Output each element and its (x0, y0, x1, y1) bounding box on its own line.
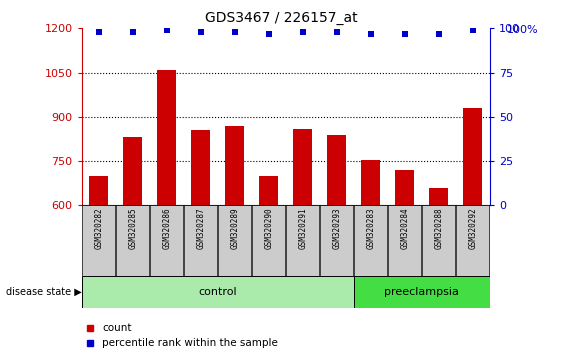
FancyBboxPatch shape (388, 205, 421, 276)
Text: GSM320292: GSM320292 (468, 207, 477, 249)
Text: GSM320291: GSM320291 (298, 207, 307, 249)
Bar (395, 170, 414, 205)
Bar (260, 176, 278, 205)
Bar (157, 70, 176, 205)
Point (162, 27, 171, 33)
FancyBboxPatch shape (355, 205, 387, 276)
Text: disease state ▶: disease state ▶ (6, 287, 82, 297)
Point (298, 29, 307, 35)
Text: count: count (102, 322, 132, 332)
FancyBboxPatch shape (184, 205, 217, 276)
FancyBboxPatch shape (320, 205, 353, 276)
Bar (361, 160, 380, 205)
Point (367, 31, 376, 36)
FancyBboxPatch shape (422, 205, 455, 276)
Point (400, 31, 409, 36)
FancyBboxPatch shape (117, 205, 149, 276)
FancyBboxPatch shape (82, 276, 354, 308)
Bar (90, 176, 108, 205)
FancyBboxPatch shape (82, 205, 115, 276)
Point (128, 29, 137, 35)
Text: GSM320283: GSM320283 (367, 207, 376, 249)
FancyBboxPatch shape (252, 205, 285, 276)
Text: GSM320293: GSM320293 (332, 207, 341, 249)
Text: GSM320289: GSM320289 (230, 207, 239, 249)
Text: GSM320285: GSM320285 (128, 207, 137, 249)
Text: percentile rank within the sample: percentile rank within the sample (102, 338, 278, 348)
Text: GSM320290: GSM320290 (264, 207, 273, 249)
Point (468, 27, 477, 33)
Text: GSM320282: GSM320282 (94, 207, 103, 249)
Point (196, 29, 205, 35)
Point (434, 31, 443, 36)
FancyBboxPatch shape (457, 205, 489, 276)
Text: GDS3467 / 226157_at: GDS3467 / 226157_at (205, 11, 358, 25)
Bar (225, 126, 244, 205)
FancyBboxPatch shape (287, 205, 319, 276)
FancyBboxPatch shape (150, 205, 183, 276)
Text: GSM320287: GSM320287 (196, 207, 205, 249)
Text: control: control (198, 287, 237, 297)
Text: GSM320284: GSM320284 (400, 207, 409, 249)
FancyBboxPatch shape (218, 205, 251, 276)
Bar (430, 188, 448, 205)
Bar (328, 135, 346, 205)
Text: GSM320286: GSM320286 (162, 207, 171, 249)
Text: GSM320288: GSM320288 (434, 207, 443, 249)
FancyBboxPatch shape (354, 276, 490, 308)
Y-axis label: 100%: 100% (507, 25, 538, 35)
Point (332, 29, 341, 35)
Point (264, 31, 273, 36)
Bar (191, 130, 210, 205)
Bar (463, 108, 482, 205)
Point (230, 29, 239, 35)
Bar (293, 129, 312, 205)
Point (94, 29, 103, 35)
Bar (123, 137, 142, 205)
Text: preeclampsia: preeclampsia (385, 287, 459, 297)
